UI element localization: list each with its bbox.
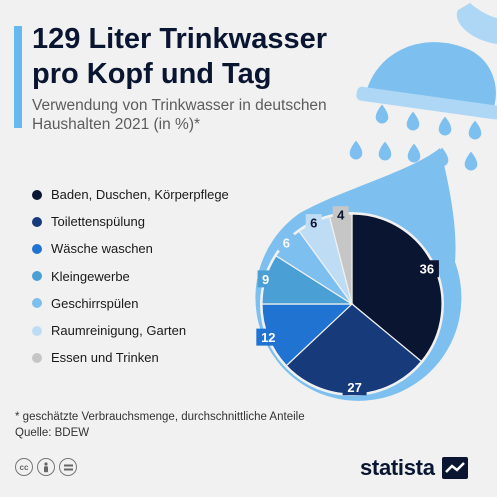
legend-label: Geschirrspülen — [51, 295, 139, 311]
legend-label: Raumreinigung, Garten — [51, 323, 187, 339]
shower-nozzle-plate — [356, 86, 497, 120]
footnote-note: * geschätzte Verbrauchsmenge, durchschni… — [15, 411, 305, 423]
value-label-box — [414, 260, 439, 278]
legend-item: Wäsche waschen — [32, 235, 229, 262]
footnote-source: Quelle: BDEW — [15, 427, 90, 439]
value-label-box — [332, 206, 349, 224]
value-label-text: 6 — [310, 216, 317, 231]
value-label: 6 — [278, 233, 295, 251]
license-icons: cc — [15, 458, 77, 476]
shower-pipe — [456, 3, 497, 44]
statista-logo[interactable]: statista — [360, 455, 468, 481]
no-derivatives-icon[interactable] — [59, 458, 77, 476]
value-label-box — [257, 270, 274, 288]
value-label-text: 27 — [347, 380, 361, 395]
cc-icon[interactable]: cc — [15, 458, 33, 476]
water-droplet — [406, 111, 420, 131]
legend-label: Kleingewerbe — [51, 268, 130, 284]
value-label: 36 — [414, 260, 439, 278]
legend-label: Wäsche waschen — [51, 241, 153, 257]
value-label: 9 — [257, 270, 274, 288]
value-label: 27 — [342, 378, 367, 396]
statista-logo-icon — [441, 457, 468, 479]
pie-value-labels: 36 27 12 9 6 6 4 — [256, 206, 439, 396]
legend-label: Essen und Trinken — [51, 350, 159, 366]
water-droplet — [378, 141, 392, 161]
brand-name: statista — [360, 455, 435, 480]
chart-legend: Baden, Duschen, Körperpflege Toilettenspü… — [32, 181, 229, 371]
title-accent-bar — [14, 26, 22, 128]
legend-label: Baden, Duschen, Körperpflege — [51, 187, 229, 203]
legend-swatch — [32, 271, 42, 282]
water-droplet — [375, 104, 389, 124]
value-label-text: 9 — [262, 272, 269, 287]
legend-item: Raumreinigung, Garten — [32, 317, 229, 344]
shower-head-icon — [356, 3, 497, 120]
value-label: 4 — [332, 206, 349, 224]
legend-item: Geschirrspülen — [32, 290, 229, 317]
water-droplet — [468, 120, 482, 140]
chart-title: 129 Liter Trinkwasser pro Kopf und Tag — [32, 23, 327, 90]
legend-item: Baden, Duschen, Körperpflege — [32, 181, 229, 208]
value-label-text: 4 — [337, 208, 345, 223]
value-label-text: 6 — [283, 235, 290, 250]
value-label: 6 — [305, 214, 322, 232]
legend-swatch — [32, 298, 42, 309]
water-droplet — [407, 143, 421, 163]
chart-subtitle: Verwendung von Trinkwasser in deutschen … — [32, 97, 327, 133]
value-label-text: 36 — [420, 262, 434, 277]
footnote: * geschätzte Verbrauchsmenge, durchschni… — [15, 409, 305, 441]
value-label-box — [256, 328, 281, 346]
attribution-icon[interactable] — [37, 458, 55, 476]
water-droplet — [438, 116, 452, 136]
water-droplet — [464, 151, 478, 171]
legend-item: Essen und Trinken — [32, 344, 229, 371]
value-label-box — [305, 214, 322, 232]
legend-swatch — [32, 325, 42, 336]
value-label-box — [278, 233, 295, 251]
value-label-box — [342, 378, 367, 396]
legend-item: Kleingewerbe — [32, 263, 229, 290]
water-droplet — [349, 140, 363, 160]
legend-swatch — [32, 189, 42, 200]
legend-item: Toilettenspülung — [32, 208, 229, 235]
legend-swatch — [32, 352, 42, 363]
value-label-text: 12 — [261, 330, 275, 345]
legend-swatch — [32, 243, 42, 254]
legend-swatch — [32, 216, 42, 227]
legend-label: Toilettenspülung — [51, 214, 145, 230]
value-label: 12 — [256, 328, 281, 346]
